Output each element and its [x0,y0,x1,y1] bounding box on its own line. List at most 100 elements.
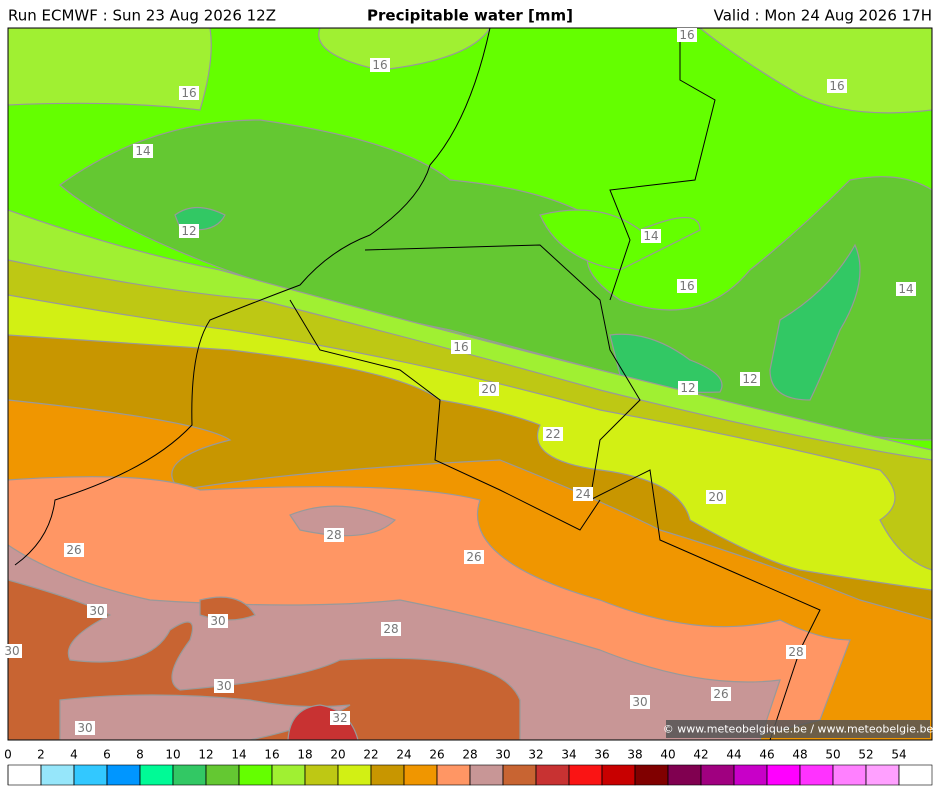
valid-label: Valid : Mon 24 Aug 2026 17H [714,7,932,25]
contour-label: 26 [66,543,81,557]
colorbar-tick-label: 48 [792,748,807,762]
colorbar-swatch [205,764,240,786]
colorbar-tick-label: 42 [693,748,708,762]
contour-label-box [827,79,847,93]
contour-label: 30 [4,644,19,658]
border [289,299,601,531]
title: Precipitable water [mm] [367,7,573,25]
run-label: Run ECMWF : Sun 23 Aug 2026 12Z [8,7,276,25]
colorbar-tick-label: 38 [627,748,642,762]
contour-label-box [630,695,650,709]
contour-label: 30 [216,679,231,693]
contour-label-box [370,58,390,72]
colorbar-swatch [832,764,867,786]
colorbar-swatch [865,764,900,786]
contour-label-box [179,224,199,238]
colorbar-swatch [73,764,108,786]
contour-label: 30 [210,614,225,628]
copyright-box [666,720,930,738]
colorbar-swatch [766,764,801,786]
contour-label-box [678,381,698,395]
contour-label: 12 [181,224,196,238]
colorbar-tick-label: 32 [528,748,543,762]
contour-label: 16 [181,86,196,100]
contour-label: 28 [383,622,398,636]
colorbar-swatch [139,764,174,786]
contour-label-box [324,528,344,542]
colorbar-swatch [568,764,603,786]
contour-label-box [677,279,697,293]
contour-label: 26 [466,550,481,564]
colorbar-swatch [700,764,735,786]
contour-label-box [896,282,916,296]
colorbar-tick-label: 24 [396,748,411,762]
contour-label-box [214,679,234,693]
colorbar-swatch [634,764,669,786]
contour-label: 22 [545,427,560,441]
contour-label: 16 [453,340,468,354]
copyright: © www.meteobelgique.be / www.meteobelgie… [663,723,934,736]
contour-label-box [179,86,199,100]
colorbar-tick-label: 36 [594,748,609,762]
colorbar-tick-label: 18 [297,748,312,762]
colorbar-swatch [7,764,42,786]
contour-label-box [208,614,228,628]
contour-label: 30 [632,695,647,709]
contour-label: 14 [135,144,150,158]
region [769,243,861,401]
colorbar-tick-label: 20 [330,748,345,762]
colorbar-tick-label: 2 [37,748,45,762]
colorbar-tick-label: 44 [726,748,741,762]
colorbar-swatch [502,764,537,786]
contour-label: 26 [713,687,728,701]
contour-label: 30 [89,604,104,618]
colorbar-tick-label: 30 [495,748,510,762]
contour-label: 14 [643,229,658,243]
region [8,28,212,111]
contour-label-box [451,340,471,354]
colorbar-tick-label: 22 [363,748,378,762]
region [539,209,701,271]
colorbar-swatch [667,764,702,786]
colorbar-swatch [106,764,141,786]
contour-label: 30 [77,721,92,735]
colorbar-tick-label: 26 [429,748,444,762]
colorbar-tick-label: 34 [561,748,576,762]
map-frame [7,27,933,741]
colorbar-swatch [238,764,273,786]
contour-label-box [706,490,726,504]
contour-label-box [330,711,350,725]
colorbar-swatch [304,764,339,786]
colorbar-swatch [601,764,636,786]
colorbar-swatch [799,764,834,786]
colorbar-swatch [271,764,306,786]
colorbar-tick-label: 6 [103,748,111,762]
contour-label-box [740,372,760,386]
colorbar-swatch [898,764,933,786]
contour-label-box [464,550,484,564]
colorbar-swatch [172,764,207,786]
colorbar-swatch [535,764,570,786]
colorbar-tick-label: 50 [825,748,840,762]
colorbar-tick-label: 8 [136,748,144,762]
contour-label: 20 [708,490,723,504]
colorbar-tick-label: 52 [858,748,873,762]
contour-label: 12 [742,372,757,386]
contour-label-box [75,721,95,735]
contour-label-box [677,28,697,42]
colorbar-tick-label: 10 [165,748,180,762]
contour-label: 28 [788,645,803,659]
contour-label: 16 [829,79,844,93]
contour-label-box [2,644,22,658]
colorbar-tick-label: 12 [198,748,213,762]
colorbar-tick-label: 54 [891,748,906,762]
contour-label: 14 [898,282,913,296]
colorbar-tick-label: 40 [660,748,675,762]
contour-label-box [479,382,499,396]
coastline [14,28,491,566]
border [609,28,716,301]
contour-label: 16 [372,58,387,72]
colorbar-tick-label: 28 [462,748,477,762]
contour-label-box [87,604,107,618]
